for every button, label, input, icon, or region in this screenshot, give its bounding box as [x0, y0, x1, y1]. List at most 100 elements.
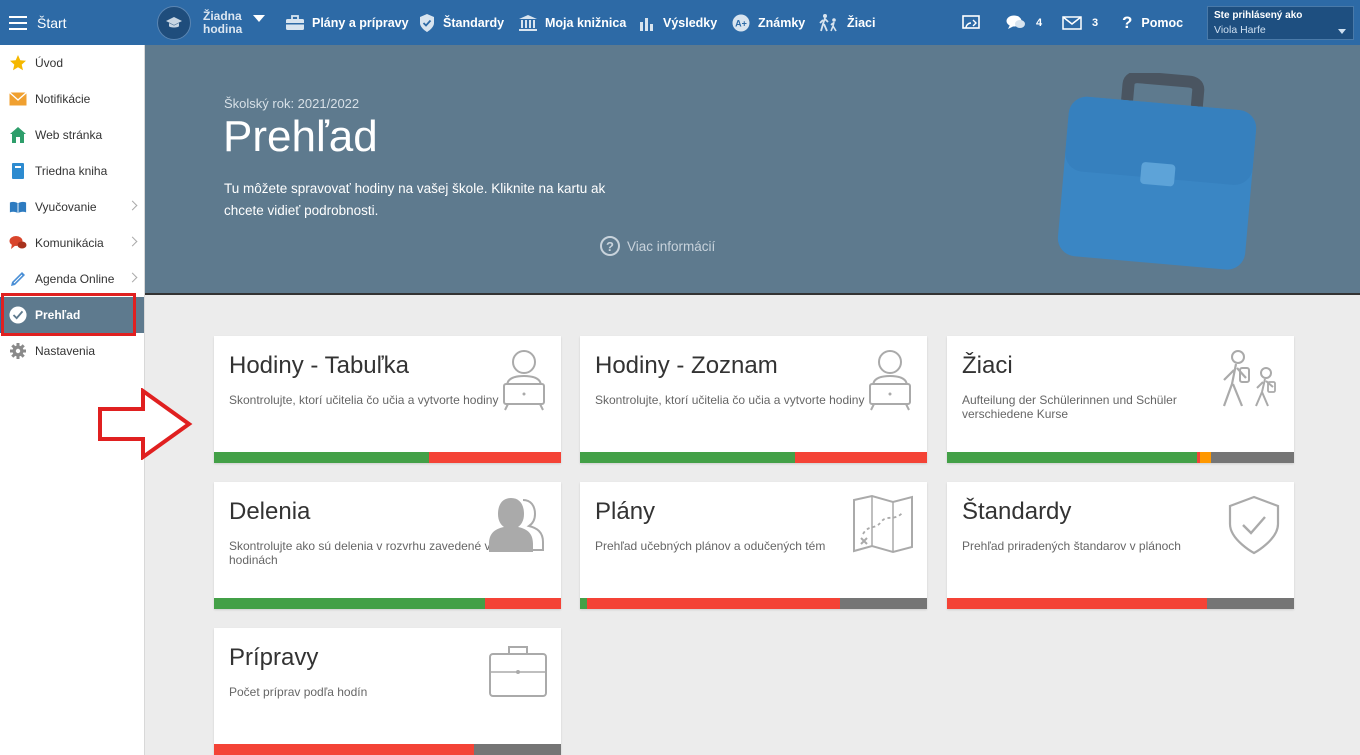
progress-segment-gray	[1207, 598, 1294, 609]
lesson-label: Žiadna hodina	[203, 9, 243, 36]
group-icon	[489, 498, 544, 552]
sidebar-item-label: Prehľad	[35, 308, 81, 322]
card-standardy[interactable]: Štandardy Prehľad priradených štandarov …	[947, 482, 1294, 609]
mail-button[interactable]: 3	[1062, 0, 1098, 45]
sidebar-item-label: Nastavenia	[35, 344, 96, 358]
sidebar-item-komunikacia[interactable]: Komunikácia	[0, 225, 144, 261]
nav-students[interactable]: Žiaci	[818, 0, 876, 45]
sidebar-item-notifikacie[interactable]: Notifikácie	[0, 81, 144, 117]
sidebar-item-web[interactable]: Web stránka	[0, 117, 144, 153]
progress-segment-gray	[840, 598, 927, 609]
sidebar-item-triedna-kniha[interactable]: Triedna kniha	[0, 153, 144, 189]
nav-library-label: Moja knižnica	[545, 15, 627, 30]
nav-standards-label: Štandardy	[443, 15, 505, 30]
map-icon	[853, 494, 913, 554]
nav-grades-label: Známky	[758, 15, 806, 30]
sidebar-item-label: Komunikácia	[35, 236, 104, 250]
card-description: Prehľad učebných plánov a odučených tém	[595, 539, 826, 553]
pencil-icon	[9, 270, 27, 288]
sidebar-item-label: Úvod	[35, 56, 64, 70]
nav-students-label: Žiaci	[847, 15, 876, 30]
page-title: Prehľad	[223, 112, 378, 161]
card-plany[interactable]: Plány Prehľad učebných plánov a odučenýc…	[580, 482, 927, 609]
nav-results-label: Výsledky	[663, 15, 718, 30]
user-menu-label: Ste prihlásený ako	[1214, 10, 1303, 21]
user-menu[interactable]: Ste prihlásený ako Viola Harfe	[1207, 6, 1354, 40]
briefcase-icon	[489, 646, 547, 697]
nav-results[interactable]: Výsledky	[638, 0, 717, 45]
progress-segment-gray	[1210, 452, 1294, 463]
card-description: Skontrolujte, ktorí učitelia čo učia a v…	[595, 393, 865, 407]
graduation-cap-icon	[157, 6, 191, 40]
progress-segment-red	[1196, 452, 1201, 463]
school-year: Školský rok: 2021/2022	[224, 96, 360, 111]
messages-button[interactable]: 4	[1006, 0, 1042, 45]
open-book-icon	[9, 198, 27, 216]
star-icon	[9, 54, 27, 72]
sidebar-item-uvod[interactable]: Úvod	[0, 45, 144, 81]
cast-button[interactable]	[962, 0, 987, 45]
hamburger-icon	[9, 15, 27, 30]
card-description: Aufteilung der Schülerinnen und Schüler …	[962, 393, 1177, 421]
mail-icon	[1062, 15, 1082, 30]
sidebar-item-prehlad[interactable]: Prehľad	[0, 297, 144, 333]
progress-segment-red	[429, 452, 561, 463]
teacher-icon	[503, 350, 545, 411]
nav-standards[interactable]: Štandardy	[418, 0, 504, 45]
card-description: Počet príprav podľa hodín	[229, 685, 368, 699]
card-ziaci[interactable]: Žiaci Aufteilung der Schülerinnen und Sc…	[947, 336, 1294, 463]
chevron-right-icon	[127, 236, 138, 247]
page-description: Tu môžete spravovať hodiny na vašej škol…	[224, 181, 606, 218]
card-pripravy[interactable]: Prípravy Počet príprav podľa hodín	[214, 628, 561, 755]
card-title: Hodiny - Zoznam	[595, 352, 778, 379]
user-name: Viola Harfe	[1214, 24, 1266, 36]
chat-bubbles-icon	[1006, 15, 1025, 29]
progress-segment-red	[214, 744, 475, 755]
highlight-box	[1, 293, 136, 336]
messages-count: 4	[1036, 16, 1043, 29]
more-info-link[interactable]: ? Viac informácií	[600, 236, 715, 256]
sidebar-item-label: Triedna kniha	[35, 164, 108, 178]
book-icon	[9, 162, 27, 180]
card-title: Prípravy	[229, 644, 319, 671]
sidebar-item-agenda-online[interactable]: Agenda Online	[0, 261, 144, 297]
chevron-right-icon	[127, 200, 138, 211]
gear-icon	[9, 342, 27, 360]
sidebar-item-nastavenia[interactable]: Nastavenia	[0, 333, 144, 369]
lesson-selector[interactable]: Žiadna hodina	[157, 6, 265, 40]
sidebar-item-label: Vyučovanie	[35, 200, 97, 214]
shield-check-icon	[1228, 495, 1280, 555]
briefcase-illustration-icon	[1057, 73, 1257, 270]
top-navigation-bar: Štart Žiadna hodina Plány a prípravy Šta…	[0, 0, 1360, 45]
chevron-right-icon	[127, 272, 138, 283]
chevron-down-icon	[253, 14, 265, 22]
progress-segment-red	[795, 452, 927, 463]
home-icon	[9, 126, 27, 144]
progress-bar	[214, 452, 561, 463]
chevron-down-icon	[1338, 29, 1346, 34]
teacher-icon	[869, 350, 911, 411]
card-title: Delenia	[229, 498, 311, 525]
help-button[interactable]: ? Pomoc	[1122, 0, 1183, 45]
arrow-annotation-icon	[98, 388, 193, 460]
card-title: Štandardy	[962, 498, 1072, 525]
question-circle-icon: ?	[600, 236, 620, 256]
card-delenia[interactable]: Delenia Skontrolujte ako sú delenia v ro…	[214, 482, 561, 609]
card-description: Prehľad priradených štandarov v plánoch	[962, 539, 1181, 553]
more-info-label: Viac informácií	[627, 238, 716, 254]
progress-segment-red	[484, 598, 561, 609]
grades-icon: A+	[732, 14, 750, 31]
progress-segment-green	[214, 452, 430, 463]
nav-grades[interactable]: A+ Známky	[731, 0, 805, 45]
shield-icon	[420, 13, 434, 32]
progress-bar	[947, 598, 1294, 609]
nav-plans-label: Plány a prípravy	[312, 15, 409, 30]
card-hodiny-zoznam[interactable]: Hodiny - Zoznam Skontrolujte, ktorí učit…	[580, 336, 927, 463]
card-hodiny-tabulka[interactable]: Hodiny - Tabuľka Skontrolujte, ktorí uči…	[214, 336, 561, 463]
nav-plans[interactable]: Plány a prípravy	[285, 0, 409, 45]
envelope-icon	[9, 90, 27, 108]
sidebar-item-vyucovanie[interactable]: Vyučovanie	[0, 189, 144, 225]
start-menu-button[interactable]: Štart	[0, 0, 145, 45]
progress-bar	[214, 598, 561, 609]
nav-library[interactable]: Moja knižnica	[518, 0, 626, 45]
